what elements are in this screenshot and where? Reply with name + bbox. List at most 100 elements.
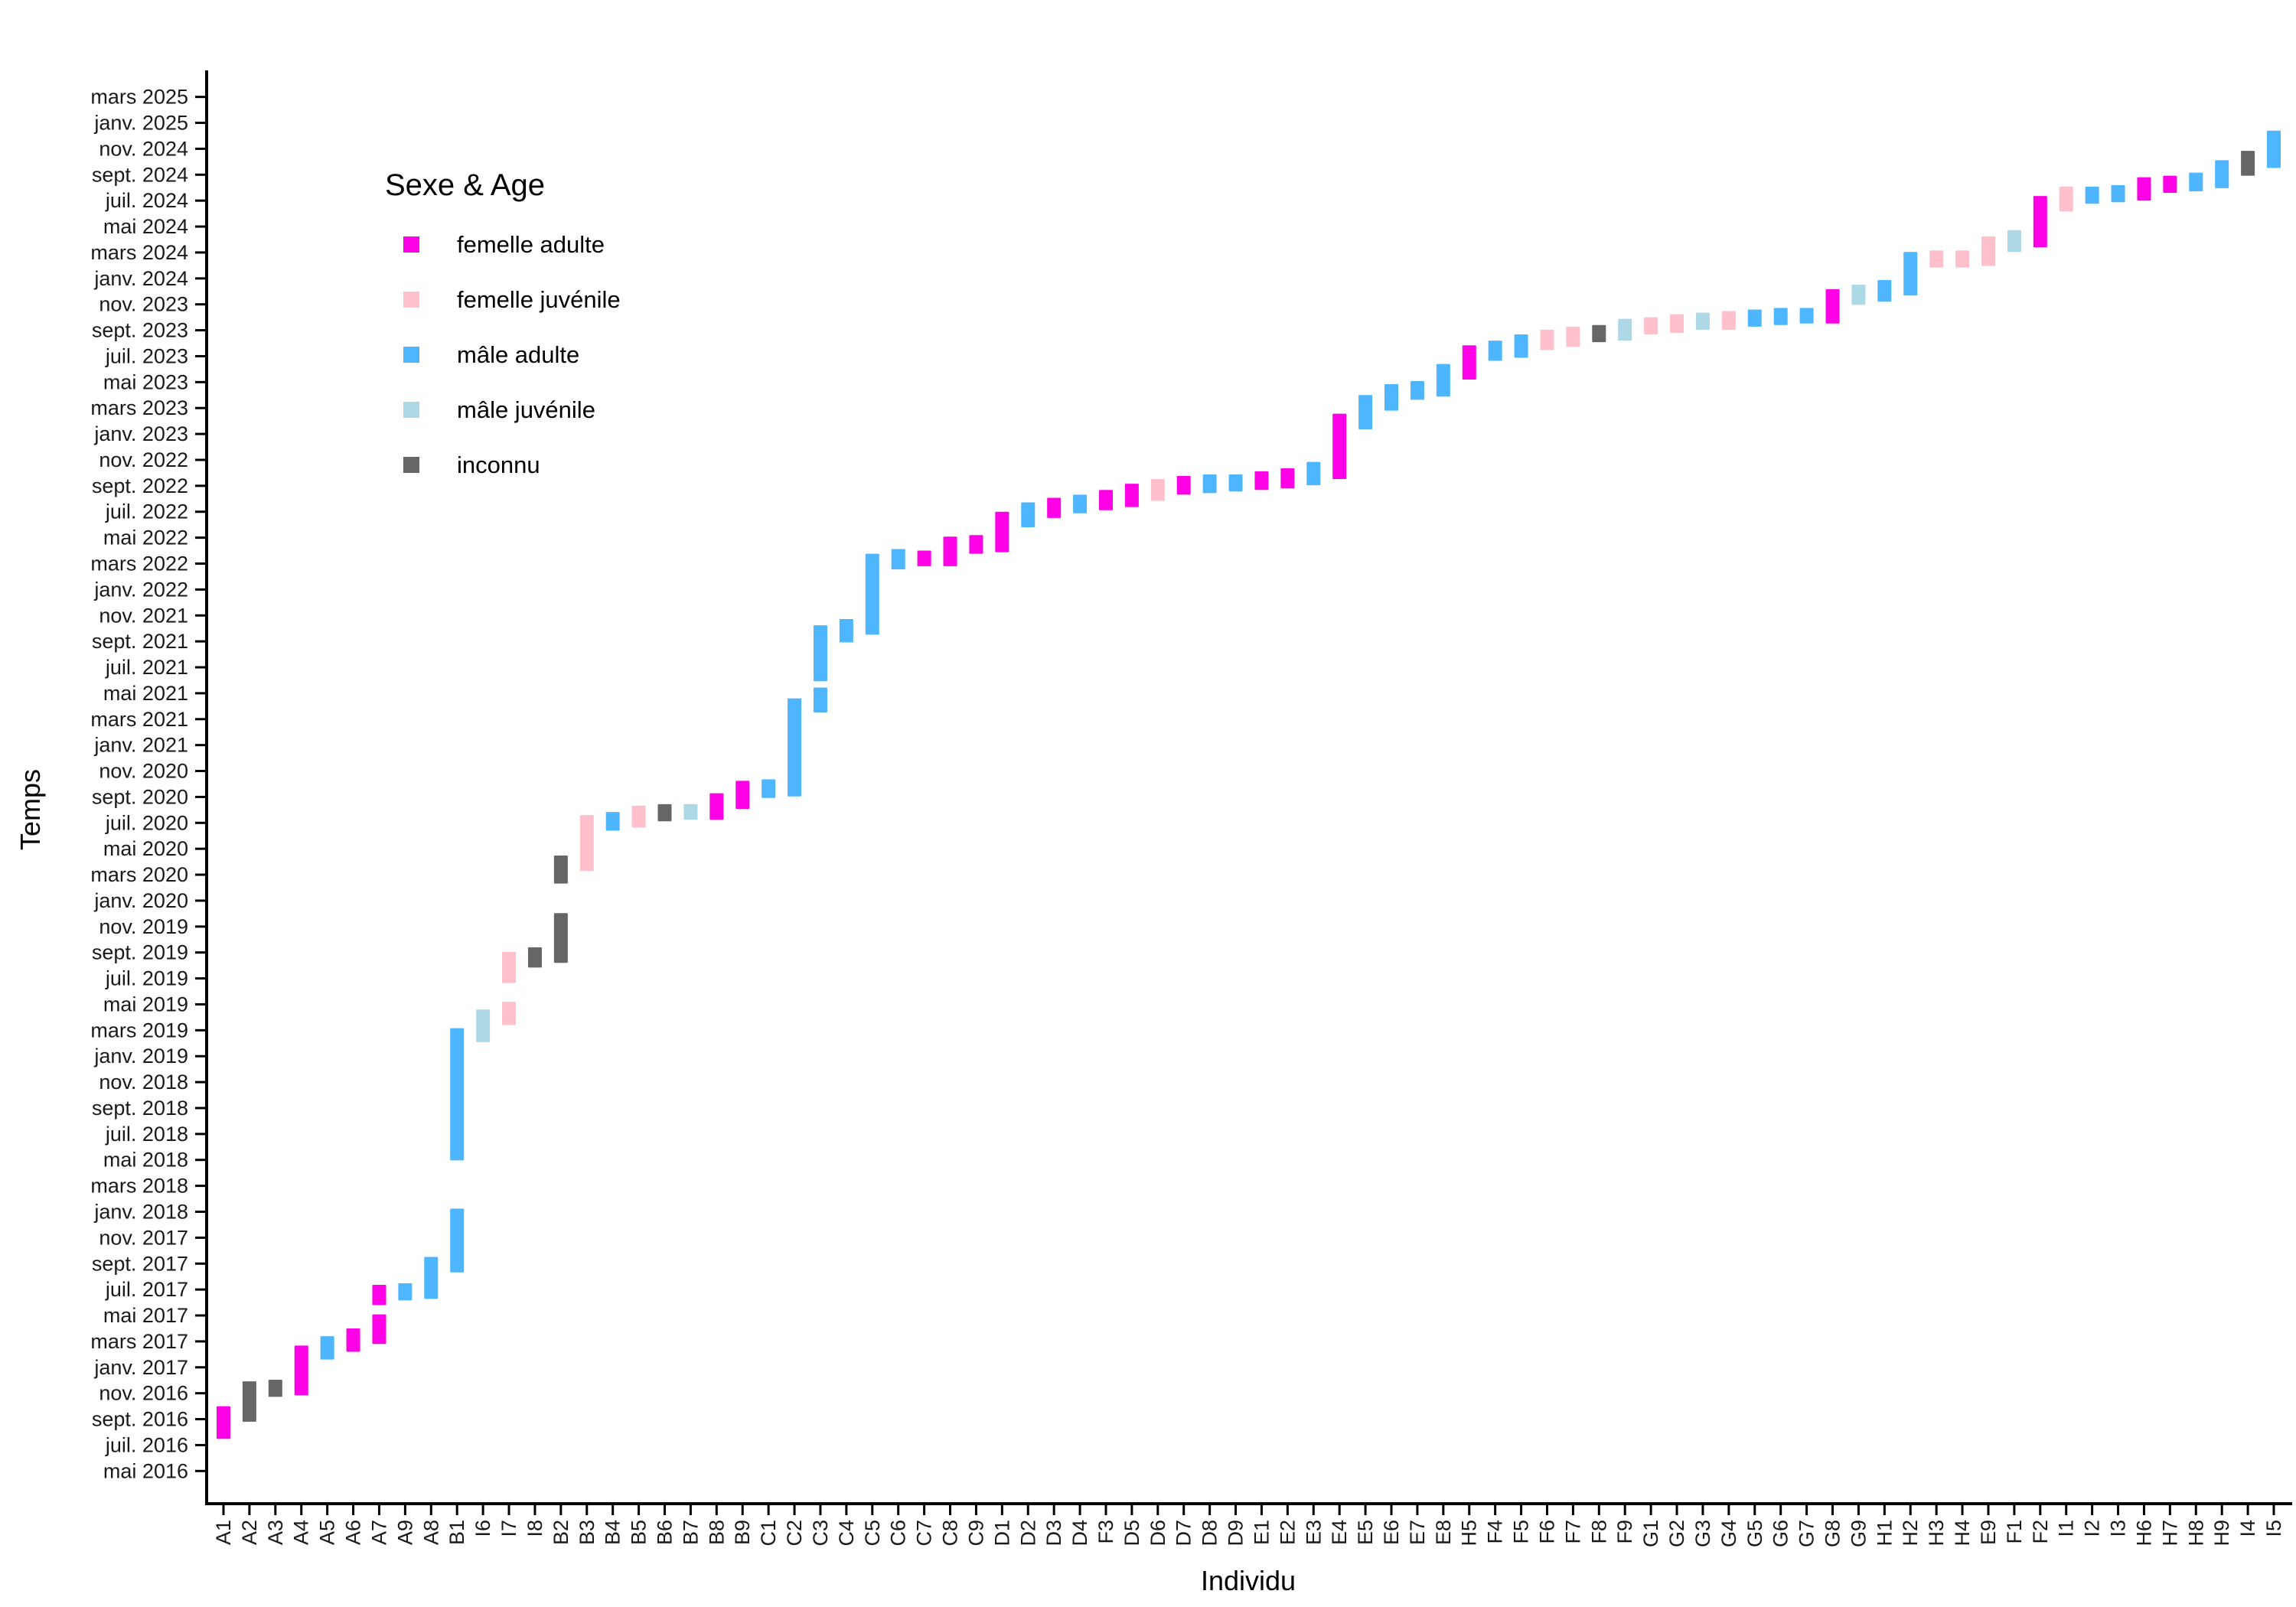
bar-B1-2 (450, 1028, 465, 1161)
x-tick-label: H3 (1925, 1520, 1948, 1547)
y-tick-label: janv. 2020 (93, 889, 188, 912)
bar-F9-1 (1618, 318, 1632, 341)
y-tick-label: juil. 2016 (105, 1433, 188, 1456)
x-tick-label: G1 (1639, 1520, 1662, 1547)
bar-B1-1 (450, 1208, 465, 1273)
bar-C8-1 (943, 536, 957, 566)
y-tick-label: mai 2023 (103, 370, 188, 393)
x-tick-label: B5 (628, 1520, 651, 1545)
x-tick-label: D9 (1225, 1520, 1247, 1547)
y-tick-label: nov. 2022 (99, 448, 188, 471)
bar-C9-1 (969, 535, 983, 554)
y-tick-label: mai 2018 (103, 1149, 188, 1172)
y-tick-label: janv. 2023 (93, 422, 188, 445)
x-tick-label: C7 (913, 1520, 936, 1547)
bar-D6-1 (1150, 479, 1165, 501)
x-tick-label: A9 (393, 1520, 416, 1545)
x-tick-label: C4 (835, 1520, 858, 1547)
x-tick-label: B8 (705, 1520, 728, 1545)
x-tick-label: B2 (550, 1520, 572, 1545)
bar-F2-1 (2033, 196, 2047, 248)
bar-D5-1 (1124, 484, 1139, 507)
x-tick-label: D2 (1016, 1520, 1039, 1547)
bar-C4-1 (839, 618, 853, 643)
x-tick-label: A7 (367, 1520, 390, 1545)
bar-A9-1 (398, 1283, 413, 1301)
bar-I3-1 (2111, 184, 2125, 203)
bar-H7-1 (2163, 175, 2177, 194)
bar-A6-1 (346, 1328, 360, 1352)
x-tick-label: F2 (2029, 1520, 2052, 1544)
x-tick-label: F4 (1484, 1520, 1507, 1544)
x-tick-label: F5 (1510, 1520, 1533, 1544)
bar-F5-1 (1514, 334, 1528, 358)
x-tick-label: D5 (1120, 1520, 1143, 1547)
x-tick-label: D6 (1146, 1520, 1169, 1547)
bar-C1-1 (762, 779, 776, 798)
y-tick-label: janv. 2022 (93, 578, 188, 601)
x-tick-label: I5 (2262, 1520, 2285, 1537)
bar-C3-2 (813, 625, 827, 682)
y-tick-label: nov. 2018 (99, 1071, 188, 1094)
bar-D9-1 (1228, 474, 1243, 492)
x-tick-label: F6 (1535, 1520, 1558, 1544)
x-tick-label: I7 (497, 1520, 520, 1537)
bar-G1-1 (1644, 317, 1658, 334)
bar-F7-1 (1566, 326, 1580, 347)
x-tick-label: C2 (783, 1520, 806, 1547)
y-tick-label: janv. 2024 (93, 267, 188, 290)
bar-C6-1 (891, 549, 905, 569)
bar-E4-1 (1332, 413, 1347, 480)
bar-H2-1 (1903, 252, 1918, 296)
y-tick-label: janv. 2018 (93, 1201, 188, 1224)
y-tick-label: janv. 2025 (93, 112, 188, 135)
bar-G3-1 (1695, 312, 1710, 330)
y-tick-label: sept. 2024 (92, 163, 188, 186)
bar-F4-1 (1488, 341, 1502, 361)
bar-H1-1 (1877, 279, 1892, 302)
bar-I7-2 (502, 952, 517, 983)
bar-F8-1 (1592, 324, 1606, 343)
x-tick-label: E3 (1302, 1520, 1325, 1545)
bar-E7-1 (1410, 380, 1424, 400)
y-tick-label: sept. 2017 (92, 1252, 188, 1275)
y-tick-label: juil. 2019 (105, 967, 188, 990)
x-tick-label: D8 (1199, 1520, 1221, 1547)
y-tick-label: mars 2024 (90, 241, 188, 264)
bar-A2-1 (242, 1381, 256, 1422)
bar-H9-1 (2215, 160, 2229, 188)
x-tick-label: I1 (2055, 1520, 2078, 1537)
y-tick-label: juil. 2021 (105, 656, 188, 679)
bar-H6-1 (2137, 177, 2151, 201)
y-tick-label: sept. 2018 (92, 1097, 188, 1120)
bar-E9-1 (1981, 236, 1995, 266)
legend-label: inconnu (457, 451, 540, 478)
legend-label: mâle adulte (457, 341, 579, 368)
bar-B2-2 (553, 855, 568, 884)
x-tick-label: I8 (523, 1520, 546, 1537)
y-tick-label: juil. 2023 (105, 344, 188, 367)
bar-A5-1 (320, 1336, 334, 1360)
x-tick-label: B9 (731, 1520, 754, 1545)
y-tick-label: sept. 2023 (92, 319, 188, 342)
bar-G8-1 (1825, 289, 1840, 324)
x-tick-label: E5 (1354, 1520, 1377, 1545)
y-tick-label: mars 2023 (90, 396, 188, 419)
y-tick-label: juil. 2024 (105, 189, 188, 212)
bar-B8-1 (709, 793, 724, 820)
bar-B4-1 (605, 812, 620, 831)
legend-key-fa (403, 236, 419, 253)
x-tick-label: H5 (1458, 1520, 1481, 1547)
x-tick-label: A8 (419, 1520, 442, 1545)
y-tick-label: mars 2018 (90, 1175, 188, 1198)
y-tick-label: mars 2017 (90, 1330, 188, 1353)
x-tick-label: F7 (1561, 1520, 1584, 1544)
bar-I2-1 (2085, 186, 2099, 204)
x-tick-label: A2 (238, 1520, 261, 1545)
bar-G2-1 (1670, 314, 1684, 333)
bar-E1-1 (1254, 471, 1269, 491)
y-tick-label: mars 2021 (90, 708, 188, 731)
x-tick-label: F3 (1094, 1520, 1117, 1544)
y-tick-label: mai 2019 (103, 993, 188, 1015)
